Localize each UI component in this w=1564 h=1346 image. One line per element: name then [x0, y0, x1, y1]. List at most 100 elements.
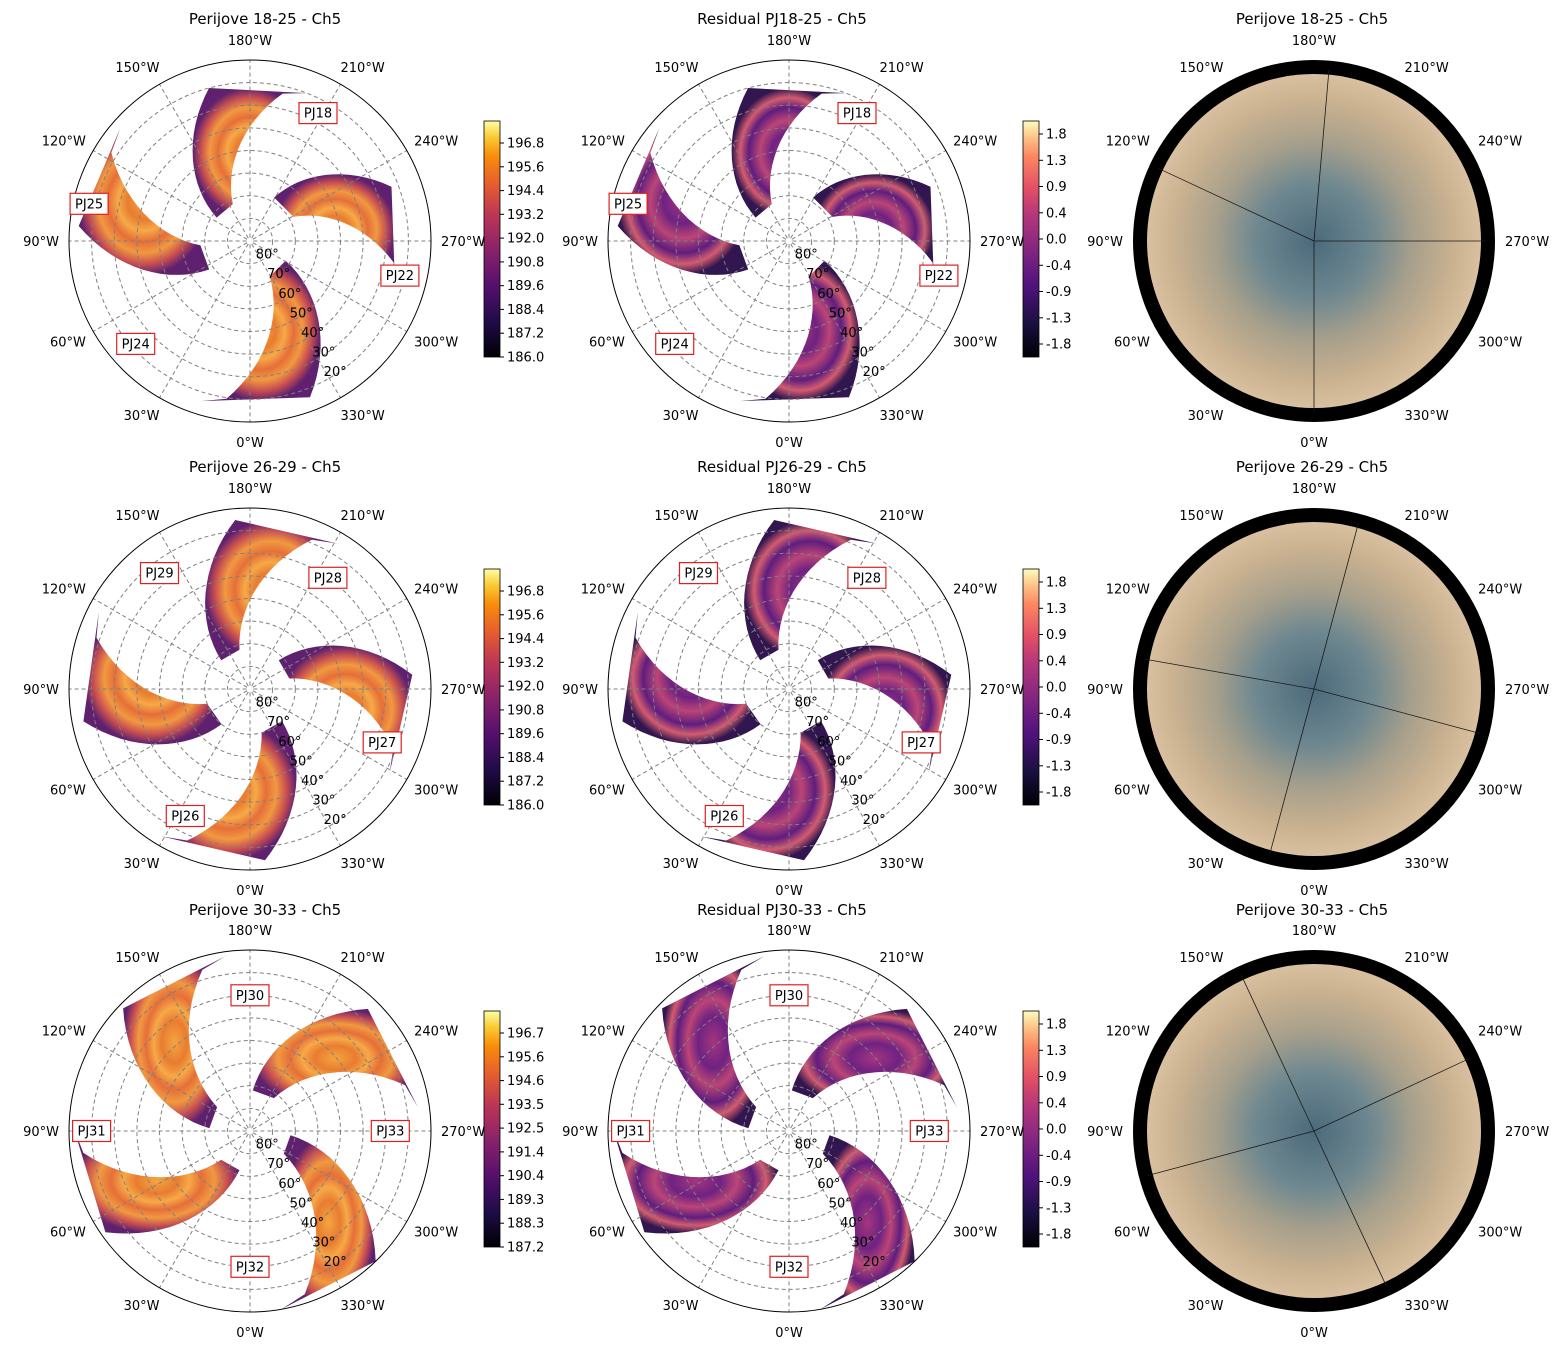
- colorbar-tick-label: 188.4: [507, 751, 544, 766]
- longitude-label: 210°W: [341, 509, 385, 524]
- longitude-gridline: [92, 598, 248, 688]
- longitude-label: 270°W: [441, 1125, 485, 1140]
- longitude-label: 210°W: [880, 509, 924, 524]
- latitude-label: 20°: [324, 1255, 347, 1270]
- polar-frame: [68, 949, 432, 1313]
- latitude-label: 30°: [312, 346, 335, 361]
- longitude-label: 270°W: [980, 1125, 1024, 1140]
- longitude-gridline: [159, 83, 249, 239]
- colorbar-tick-label: 0.9: [1046, 180, 1067, 195]
- perijove-label: PJ24: [122, 337, 150, 352]
- pole-gap: [231, 670, 269, 708]
- colorbar-tick-label: -0.4: [1046, 1149, 1071, 1164]
- longitude-label: 90°W: [562, 683, 598, 698]
- colorbar-tick-label: -1.3: [1046, 311, 1071, 326]
- longitude-label: 300°W: [953, 336, 997, 351]
- colorbar-tick-label: 1.8: [1046, 1018, 1067, 1033]
- perijove-label: PJ26: [710, 810, 738, 825]
- longitude-label: 0°W: [775, 436, 803, 451]
- image-seam: [1144, 658, 1315, 690]
- longitude-gridline: [790, 691, 880, 847]
- longitude-label: 150°W: [115, 951, 159, 966]
- colorbar-tick-label: -1.8: [1046, 786, 1071, 801]
- perijove-label-box: [380, 264, 420, 287]
- perijove-label-box: [655, 332, 695, 355]
- longitude-label: 150°W: [1179, 509, 1223, 524]
- longitude-gridline: [631, 598, 787, 688]
- colorbar-tick-label: 189.6: [507, 279, 544, 294]
- colorbar-tick-label: 196.8: [507, 585, 544, 600]
- colorbar-tick-label: 195.6: [507, 160, 544, 175]
- longitude-label: 300°W: [953, 784, 997, 799]
- perijove-label-box: [308, 566, 348, 589]
- latitude-gridline: [652, 552, 926, 826]
- longitude-gridline: [698, 243, 788, 399]
- colorbar-tick-label: 192.5: [507, 1122, 544, 1137]
- longitude-label: 270°W: [1505, 683, 1549, 698]
- longitude-label: 60°W: [50, 336, 86, 351]
- colorbar-tick-label: 196.7: [507, 1027, 544, 1042]
- data-swath: [192, 88, 307, 218]
- latitude-gridline: [675, 127, 903, 355]
- latitude-label: 80°: [795, 1138, 818, 1153]
- longitude-label: 60°W: [50, 1226, 86, 1241]
- panel-title: Perijove 26-29 - Ch5: [1236, 458, 1388, 476]
- longitude-label: 210°W: [1405, 951, 1449, 966]
- longitude-label: 120°W: [42, 135, 86, 150]
- longitude-label: 180°W: [228, 482, 272, 497]
- latitude-label: 60°: [278, 735, 301, 750]
- longitude-gridline: [252, 690, 408, 780]
- longitude-label: 0°W: [1300, 884, 1328, 899]
- longitude-gridline: [92, 1040, 248, 1130]
- longitude-label: 120°W: [42, 583, 86, 598]
- colorbar-tick-label: 190.8: [507, 255, 544, 270]
- panel-title: Perijove 18-25 - Ch5: [189, 10, 341, 28]
- longitude-label: 120°W: [581, 1025, 625, 1040]
- image-seam: [1313, 688, 1481, 734]
- perijove-label-box: [298, 101, 338, 125]
- latitude-gridline: [226, 665, 274, 713]
- latitude-label: 40°: [301, 326, 324, 341]
- longitude-label: 180°W: [228, 34, 272, 49]
- longitude-label: 240°W: [414, 1025, 458, 1040]
- longitude-label: 240°W: [953, 1025, 997, 1040]
- longitude-gridline: [791, 598, 947, 688]
- panel-title: Perijove 30-33 - Ch5: [189, 901, 341, 919]
- latitude-gridline: [765, 665, 813, 713]
- colorbar-tick-label: 188.4: [507, 303, 544, 318]
- longitude-label: 330°W: [1405, 1299, 1449, 1314]
- residual-panel: Residual PJ18-25 - Ch5 0°W 30°W 60°W 90°W 120…: [562, 10, 1071, 451]
- longitude-label: 300°W: [414, 784, 458, 799]
- latitude-label: 30°: [851, 346, 874, 361]
- latitude-label: 20°: [863, 813, 886, 828]
- latitude-label: 40°: [840, 774, 863, 789]
- longitude-label: 240°W: [414, 135, 458, 150]
- colorbar: [1022, 120, 1040, 358]
- data-swath: [205, 520, 338, 661]
- longitude-label: 210°W: [880, 61, 924, 76]
- perijove-label-box: [704, 804, 744, 828]
- data-swath: [731, 88, 846, 218]
- longitude-gridline: [159, 531, 249, 687]
- perijove-label: PJ22: [386, 269, 414, 284]
- swath-group: [612, 956, 957, 1310]
- latitude-gridline: [226, 1107, 274, 1155]
- colorbar-tick-label: -0.9: [1046, 285, 1071, 300]
- latitude-label: 70°: [806, 715, 829, 730]
- latitude-gridline: [743, 1085, 835, 1177]
- latitude-gridline: [743, 195, 835, 287]
- latitude-label: 30°: [312, 1236, 335, 1251]
- colorbar: [483, 1010, 501, 1248]
- panel-title: Residual PJ18-25 - Ch5: [697, 10, 867, 28]
- data-swath: [73, 1127, 240, 1234]
- colorbar-tick-label: -1.3: [1046, 1201, 1071, 1216]
- latitude-gridline: [136, 127, 364, 355]
- longitude-label: 30°W: [1188, 409, 1224, 424]
- longitude-label: 270°W: [980, 683, 1024, 698]
- colorbar-tick-label: 187.2: [507, 775, 544, 790]
- perijove-label: PJ29: [145, 567, 173, 582]
- longitude-gridline: [631, 242, 787, 332]
- perijove-label-box: [837, 101, 877, 125]
- longitude-label: 0°W: [1300, 1326, 1328, 1341]
- longitude-label: 330°W: [341, 409, 385, 424]
